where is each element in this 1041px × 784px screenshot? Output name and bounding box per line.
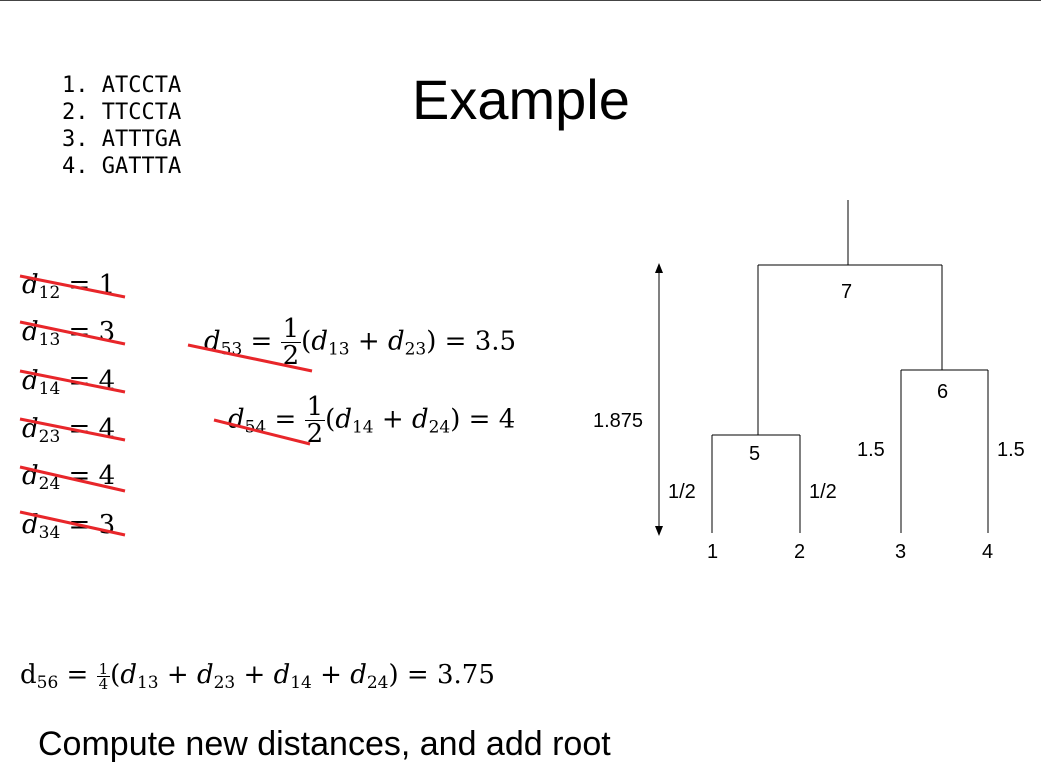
distance-d13: d13 = 3	[22, 317, 116, 350]
branch-label-node6-right: 1.5	[997, 439, 1025, 461]
phylogenetic-tree: 7 6 5 1 2 3 4 1/2 1/2 1.5 1.5 1.875	[593, 200, 1025, 563]
top-border-line	[0, 0, 1041, 1]
leaf-label-1: 1	[707, 541, 718, 563]
branch-label-node6-left: 1.5	[857, 439, 885, 461]
distance-d34: d34 = 3	[22, 510, 116, 543]
distance-d23: d23 = 4	[22, 414, 116, 447]
distance-d24: d24 = 4	[22, 461, 116, 494]
node-label-5: 5	[749, 443, 760, 465]
formula-d53: d53 = 1 2 (d13 + d23) = 3.5	[204, 314, 517, 371]
formula-d56: d56 = 1 4 (d13 + d23 + d14 + d24) = 3.75	[20, 659, 495, 693]
distance-d14: d14 = 4	[22, 366, 116, 399]
sequence-item: 2. TTCCTA	[62, 100, 182, 125]
arrowhead-down	[655, 526, 663, 536]
leaf-label-4: 4	[982, 541, 993, 563]
node-label-7: 7	[841, 281, 852, 303]
slide-caption: Compute new distances, and add root	[38, 725, 611, 763]
node-label-6: 6	[937, 381, 948, 403]
sequence-item: 3. ATTTGA	[62, 127, 182, 152]
formula-d54: d54 = 1 2 (d14 + d24) = 4	[228, 392, 516, 449]
arrowhead-up	[655, 263, 663, 273]
sequence-list: 1. ATCCTA 2. TTCCTA 3. ATTTGA 4. GATTTA	[62, 72, 181, 180]
leaf-label-3: 3	[895, 541, 906, 563]
leaf-label-2: 2	[794, 541, 805, 563]
sequence-item: 4. GATTTA	[62, 154, 182, 179]
sequence-item: 1. ATCCTA	[62, 73, 182, 98]
branch-label-node5-right: 1/2	[809, 481, 837, 503]
distance-d12: d12 = 1	[22, 270, 116, 303]
branch-label-node5-left: 1/2	[668, 481, 696, 503]
height-label: 1.875	[593, 410, 643, 432]
slide-title: Example	[412, 68, 630, 131]
